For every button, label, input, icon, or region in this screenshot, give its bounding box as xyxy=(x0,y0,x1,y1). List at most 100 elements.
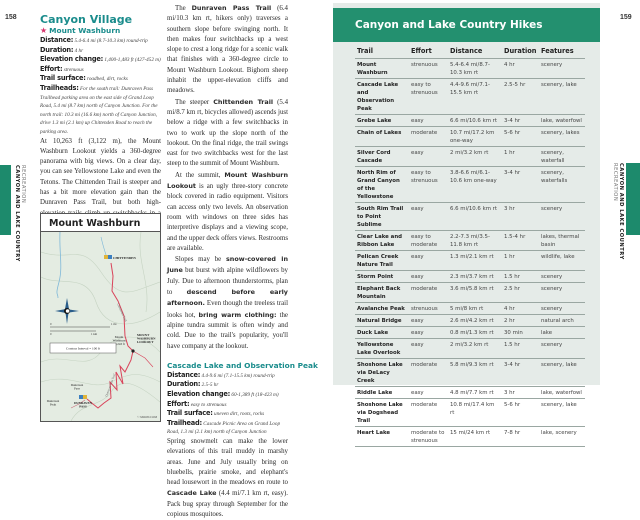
cell-features: scenery xyxy=(539,202,585,231)
cell-duration: 30 min xyxy=(502,326,539,339)
hike-description-cont: The Dunraven Pass Trail (6.4 mi/10.3 km … xyxy=(167,3,288,352)
table-row: Clear Lake and Ribbon Lake easy to modera… xyxy=(355,230,585,251)
info-value: 60-1,389 ft (18-423 m) xyxy=(231,391,279,398)
cell-duration: 2.5 hr xyxy=(502,282,539,303)
info-label: Duration: xyxy=(40,45,74,54)
paragraph: Slopes may be snow-covered in June but b… xyxy=(167,254,288,352)
trail-map: Mount Washburn CHITTENDEN Chittenden Tra… xyxy=(40,213,161,422)
cell-effort: easy xyxy=(409,202,448,231)
cell-distance: 3.8-6.6 mi/6.1-10.6 km one-way xyxy=(448,166,502,203)
info-line: Distance: 5.4-6.4 mi (8.7-10.3 km) round… xyxy=(40,36,161,46)
info-label: Distance: xyxy=(40,36,74,44)
cell-duration: 2 hr xyxy=(502,314,539,327)
map-label-peak: Mount Washburn 10,243 ft xyxy=(113,335,126,347)
paragraph: The steeper Chittenden Trail (5.4 mi/8.7… xyxy=(167,97,288,170)
scale-km: 1 km xyxy=(91,332,98,336)
star-icon: ★ xyxy=(40,26,48,35)
cell-features: lake, scenery xyxy=(539,426,585,447)
cell-distance: 10.7 mi/17.2 km one-way xyxy=(448,126,502,147)
paragraph: Spring snowmelt can make the lower eleva… xyxy=(167,437,288,520)
table-row: Mount Washburn strenuous 5.4-6.4 mi/8.7-10… xyxy=(355,58,585,79)
cell-distance: 6.6 mi/10.6 km rt xyxy=(448,202,502,231)
cell-duration: 5-6 hr xyxy=(502,398,539,427)
scale-zero-mi: 0 xyxy=(50,322,52,326)
text-run: At the summit, xyxy=(175,171,225,179)
text-run: The steeper xyxy=(175,98,214,106)
cell-trail: Silver Cord Cascade xyxy=(355,146,409,167)
text-run: The xyxy=(175,5,192,12)
text-run: (5.4 mi/8.7 km rt, bicycles allowed) asc… xyxy=(167,98,289,168)
info-line: Duration: 4 hr xyxy=(40,46,161,56)
info-value: easy to strenuous xyxy=(190,401,227,408)
table-body: Mount Washburn strenuous 5.4-6.4 mi/8.7-10… xyxy=(355,58,585,447)
info-label: Effort: xyxy=(40,64,63,73)
cell-duration: 1 hr xyxy=(502,250,539,271)
cell-effort: easy to moderate xyxy=(409,230,448,251)
scale-zero-km: 0 xyxy=(50,332,52,336)
cell-distance: 2 mi/3.2 km rt xyxy=(448,146,502,167)
cell-features: scenery, lake xyxy=(539,78,585,115)
column-header-effort: Effort xyxy=(409,45,448,59)
column-header-features: Features xyxy=(539,45,585,59)
cell-duration: 3-4 hr xyxy=(502,114,539,127)
column-header-duration: Duration xyxy=(502,45,539,59)
cell-effort: easy xyxy=(409,338,448,359)
cell-features: wildlife, lake xyxy=(539,250,585,271)
side-tab-right xyxy=(626,163,640,235)
cell-duration: 2.5-5 hr xyxy=(502,78,539,115)
cell-effort: easy xyxy=(409,146,448,167)
column-2: The Dunraven Pass Trail (6.4 mi/10.3 km … xyxy=(167,3,318,520)
cell-distance: 15 mi/24 km rt xyxy=(448,426,502,447)
cell-effort: easy xyxy=(409,114,448,127)
info-line: Effort: easy to strenuous xyxy=(167,400,288,410)
table-row: Chain of Lakes moderate 10.7 mi/17.2 km on… xyxy=(355,126,585,147)
side-tab-title: CANYON AND LAKE COUNTRY xyxy=(618,163,624,260)
cell-effort: moderate xyxy=(409,358,448,387)
info-label: Elevation change: xyxy=(167,389,231,398)
cell-distance: 10.8 mi/17.4 km rt xyxy=(448,398,502,427)
info-label: Trailhead: xyxy=(167,418,202,427)
paragraph: The Dunraven Pass Trail (6.4 mi/10.3 km … xyxy=(167,3,288,97)
cell-duration: 3-4 hr xyxy=(502,166,539,203)
cell-features: scenery, lake xyxy=(539,358,585,387)
cell-effort: moderate xyxy=(409,126,448,147)
cell-duration: 3 hr xyxy=(502,386,539,399)
table-row: Silver Cord Cascade easy 2 mi/3.2 km rt 1 h… xyxy=(355,146,585,167)
side-tab-title: CANYON AND LAKE COUNTRY xyxy=(14,165,20,262)
cell-distance: 1.3 mi/2.1 km rt xyxy=(448,250,502,271)
info-value: 2.5-5 hr xyxy=(201,382,219,389)
cell-trail: Mount Washburn xyxy=(355,58,409,79)
column-header-trail: Trail xyxy=(355,45,409,59)
info-line: Duration: 2.5-5 hr xyxy=(167,380,288,390)
contour-box xyxy=(49,342,117,354)
trailhead-icon xyxy=(83,395,87,399)
cell-features: scenery xyxy=(539,302,585,315)
info-value: 5.4-6.4 mi (8.7-10.3 km) round-trip xyxy=(74,38,148,44)
info-line: Distance: 4.4-9.6 mi (7.1-15.5 km) round… xyxy=(167,371,288,381)
info-line: Elevation change: 60-1,389 ft (18-423 m) xyxy=(167,390,288,400)
cell-features: scenery, waterfall xyxy=(539,146,585,167)
map-label-dunraven-peak: Dunraven Peak xyxy=(47,399,60,407)
table-row: Cascade Lake and Observation Peak easy to… xyxy=(355,78,585,115)
cell-distance: 5 mi/8 km rt xyxy=(448,302,502,315)
scale-bar: 0 1 mi 0 1 km xyxy=(50,322,117,336)
bold-highlight: Mount Washburn Lookout xyxy=(167,170,288,191)
cell-trail: Storm Point xyxy=(355,270,409,283)
table-row: Avalanche Peak strenuous 5 mi/8 km rt 4 hr s… xyxy=(355,302,585,315)
text-run: but burst with alpine wildflowers by Jul… xyxy=(167,267,288,297)
cell-features: lake xyxy=(539,326,585,339)
side-label-right: CANYON AND LAKE COUNTRY RECREATION xyxy=(612,163,624,260)
map-label-dunraven-pass: Dunraven Pass xyxy=(71,383,84,391)
info-value: 1,400-1,483 ft (427-452 m) xyxy=(104,57,161,64)
info-value: roadbed, dirt, rocks xyxy=(87,76,128,83)
cell-effort: strenuous xyxy=(409,302,448,315)
bold-highlight: bring warm clothing: xyxy=(198,310,277,319)
hike-description: Spring snowmelt can make the lower eleva… xyxy=(167,437,288,520)
cell-effort: easy xyxy=(409,326,448,339)
cell-features: scenery xyxy=(539,58,585,79)
cell-features: scenery xyxy=(539,270,585,283)
table-row: North Rim of Grand Canyon of the Yellows… xyxy=(355,166,585,203)
map-title: Mount Washburn xyxy=(41,214,160,232)
cell-features: lakes, thermal basin xyxy=(539,230,585,251)
cell-distance: 4.4-9.6 mi/7.1-15.5 km rt xyxy=(448,78,502,115)
